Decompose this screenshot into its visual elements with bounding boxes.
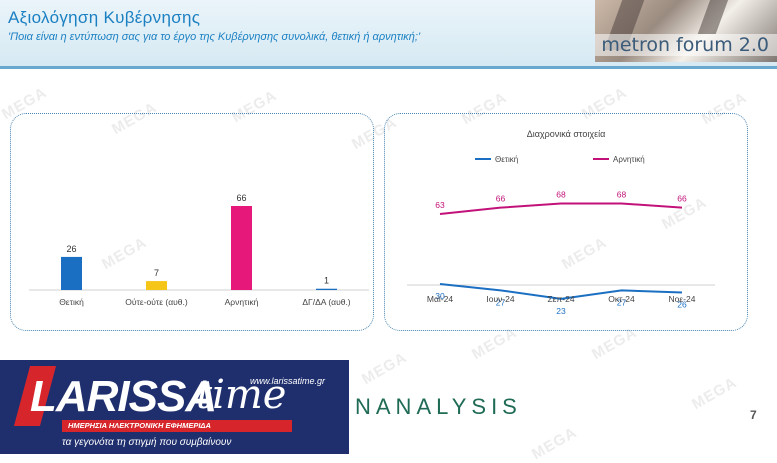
data-label: 27 [496, 297, 506, 307]
data-label: 68 [617, 189, 627, 199]
line-chart-title: Διαχρονικά στοιχεία [527, 129, 606, 139]
bar-chart-panel: 26 Θετική 7 Ούτε-ούτε (αυθ.) 66 Αρνητική 1 ΔΓ/Δ… [10, 113, 374, 331]
page-title: Αξιολόγηση Κυβέρνησης [8, 8, 201, 27]
logo-tagline: τα γεγονότα τη στιγμή που συμβαίνουν [62, 437, 232, 448]
category-label: Αρνητική [225, 297, 259, 307]
tick-label: Σεπ-24 [547, 294, 574, 304]
bar-value-label: 26 [66, 244, 76, 254]
line-chart: Διαχρονικά στοιχεία Θετική Αρνητική 30 27 23 2… [407, 129, 715, 316]
category-label: Θετική [59, 297, 84, 307]
data-label: 30 [435, 291, 445, 301]
brand-logo-text: metron forum 2.0 [601, 34, 769, 56]
legend-label: Αρνητική [613, 155, 645, 164]
series-line [439, 202, 683, 216]
series-line [439, 283, 683, 300]
bar-chart: 26 Θετική 7 Ούτε-ούτε (αυθ.) 66 Αρνητική 1 ΔΓ/Δ… [29, 193, 369, 307]
bar-value-label: 1 [324, 276, 329, 286]
data-label: 66 [496, 194, 506, 204]
category-label: Ούτε-ούτε (αυθ.) [125, 297, 188, 307]
category-label: ΔΓ/ΔΑ (αυθ.) [302, 297, 350, 307]
watermark-text: MEGA [529, 423, 580, 463]
bar [231, 206, 252, 290]
bar [146, 281, 167, 290]
data-label: 26 [677, 299, 687, 309]
bar-value-label: 7 [154, 268, 159, 278]
page-subtitle: 'Ποια είναι η εντύπωση σας για το έργο τ… [8, 31, 421, 43]
bar [316, 288, 337, 290]
data-label: 23 [556, 306, 566, 316]
brand-banner: metron forum 2.0 [595, 0, 777, 62]
watermark-text: MEGA [689, 373, 740, 414]
tick-label: Ιουν-24 [486, 294, 515, 304]
logo-url: www.larissatime.gr [249, 376, 325, 386]
page-number: 7 [750, 408, 757, 422]
line-chart-panel: Διαχρονικά στοιχεία Θετική Αρνητική 30 27 23 2… [384, 113, 748, 331]
data-label: 27 [617, 297, 627, 307]
logo-main-text: LARISSA [30, 372, 217, 421]
tick-label: Μαϊ-24 [427, 294, 453, 304]
data-label: 68 [556, 189, 566, 199]
watermark-text: MEGA [359, 348, 410, 389]
header-bar: Αξιολόγηση Κυβέρνησης 'Ποια είναι η εντύ… [0, 0, 777, 69]
data-label: 63 [435, 200, 445, 210]
legend-label: Θετική [495, 155, 518, 164]
logo-time-text: time [196, 372, 287, 418]
tick-label: Οκτ-24 [608, 294, 635, 304]
logo-red-bar: ΗΜΕΡΗΣΙΑ ΗΛΕΚΤΡΟΝΙΚΗ ΕΦΗΜΕΡΙΔΑ [62, 420, 292, 432]
data-label: 66 [677, 194, 687, 204]
tick-label: Νοε-24 [669, 294, 696, 304]
brand-photo-shape [697, 0, 731, 34]
larissatime-logo: LARISSA www.larissatime.gr time ΗΜΕΡΗΣΙΑ… [0, 360, 349, 454]
brand-bar [595, 34, 777, 56]
bar [61, 256, 82, 290]
bar-value-label: 66 [236, 193, 246, 203]
analysis-logo: NANALYSIS [355, 394, 522, 419]
